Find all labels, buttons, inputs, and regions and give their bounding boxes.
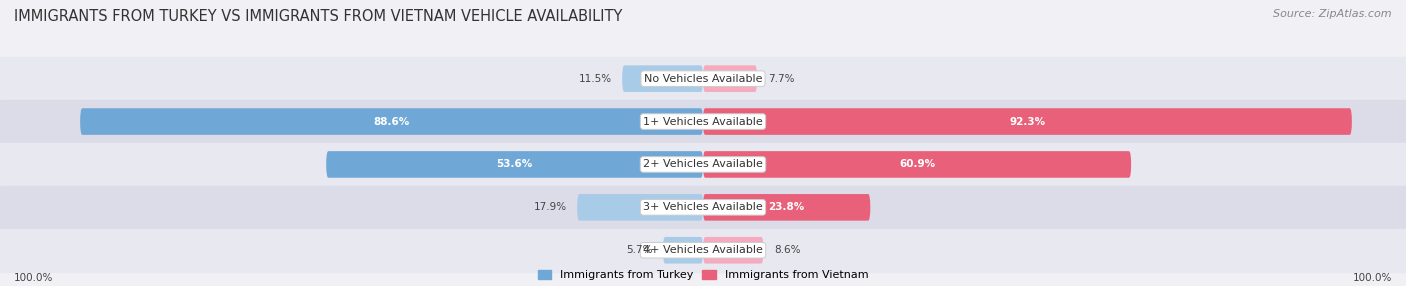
Text: 7.7%: 7.7% <box>768 74 794 84</box>
FancyBboxPatch shape <box>703 65 756 92</box>
Text: 3+ Vehicles Available: 3+ Vehicles Available <box>643 202 763 212</box>
Text: 100.0%: 100.0% <box>1353 273 1392 283</box>
Text: 4+ Vehicles Available: 4+ Vehicles Available <box>643 245 763 255</box>
Bar <box>0 57 1406 100</box>
Bar <box>0 186 1406 229</box>
Text: 5.7%: 5.7% <box>626 245 652 255</box>
Text: 8.6%: 8.6% <box>775 245 800 255</box>
FancyBboxPatch shape <box>621 65 703 92</box>
Text: 88.6%: 88.6% <box>374 117 409 126</box>
Text: 92.3%: 92.3% <box>1010 117 1046 126</box>
Text: No Vehicles Available: No Vehicles Available <box>644 74 762 84</box>
Text: Source: ZipAtlas.com: Source: ZipAtlas.com <box>1274 9 1392 19</box>
Legend: Immigrants from Turkey, Immigrants from Vietnam: Immigrants from Turkey, Immigrants from … <box>538 270 868 281</box>
Text: 17.9%: 17.9% <box>533 202 567 212</box>
FancyBboxPatch shape <box>664 237 703 264</box>
Bar <box>0 143 1406 186</box>
Text: 1+ Vehicles Available: 1+ Vehicles Available <box>643 117 763 126</box>
FancyBboxPatch shape <box>703 108 1353 135</box>
Text: 23.8%: 23.8% <box>769 202 804 212</box>
Text: 11.5%: 11.5% <box>578 74 612 84</box>
Text: 2+ Vehicles Available: 2+ Vehicles Available <box>643 160 763 169</box>
FancyBboxPatch shape <box>80 108 703 135</box>
FancyBboxPatch shape <box>703 237 763 264</box>
FancyBboxPatch shape <box>703 194 870 221</box>
FancyBboxPatch shape <box>703 151 1130 178</box>
Bar <box>0 100 1406 143</box>
Text: 53.6%: 53.6% <box>496 160 533 169</box>
Text: 100.0%: 100.0% <box>14 273 53 283</box>
Text: IMMIGRANTS FROM TURKEY VS IMMIGRANTS FROM VIETNAM VEHICLE AVAILABILITY: IMMIGRANTS FROM TURKEY VS IMMIGRANTS FRO… <box>14 9 623 23</box>
FancyBboxPatch shape <box>578 194 703 221</box>
FancyBboxPatch shape <box>326 151 703 178</box>
Bar <box>0 229 1406 272</box>
Text: 60.9%: 60.9% <box>898 160 935 169</box>
